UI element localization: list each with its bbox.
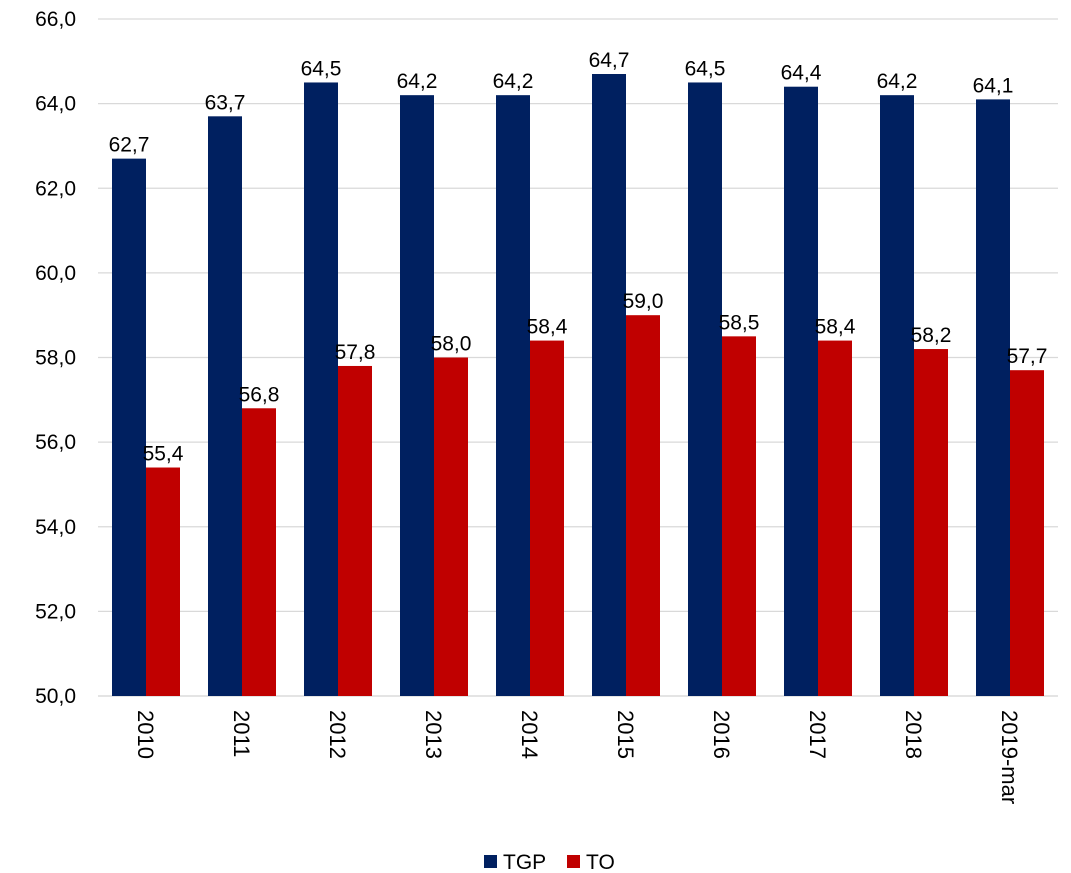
data-label-tgp: 64,2 — [493, 70, 534, 93]
y-tick-label: 52,0 — [35, 600, 76, 623]
data-labels: 62,7 55,4 63,7 56,8 64,5 57,8 64,2 58,0 64,2 58,4… — [109, 49, 1048, 466]
y-tick-label: 50,0 — [35, 685, 76, 708]
bar-to-2019-mar — [1010, 370, 1044, 696]
data-label-tgp: 64,5 — [685, 57, 726, 80]
bar-tgp-2013 — [400, 95, 434, 697]
y-tick-label: 54,0 — [35, 516, 76, 539]
bar-to-2015 — [626, 315, 660, 696]
bars — [112, 74, 1044, 697]
data-label-to: 58,5 — [719, 311, 760, 334]
legend-swatch-to — [567, 855, 580, 868]
y-tick-label: 60,0 — [35, 262, 76, 285]
data-label-to: 57,7 — [1007, 345, 1048, 368]
bar-to-2012 — [338, 365, 372, 696]
x-tick-label: 2012 — [325, 710, 350, 759]
data-label-to: 58,2 — [911, 324, 952, 347]
data-label-tgp: 64,1 — [973, 74, 1014, 97]
x-tick-label: 2010 — [133, 710, 158, 759]
data-label-to: 55,4 — [143, 443, 184, 466]
data-label-to: 58,4 — [815, 316, 856, 339]
y-tick-label: 62,0 — [35, 177, 76, 200]
data-label-to: 56,8 — [239, 383, 280, 406]
bar-to-2018 — [914, 349, 948, 696]
x-tick-label: 2017 — [805, 710, 830, 759]
legend-label-tgp: TGP — [503, 851, 546, 873]
x-tick-label: 2019-mar — [997, 710, 1022, 804]
bar-to-2014 — [530, 340, 564, 696]
data-label-tgp: 64,2 — [397, 70, 438, 93]
bar-to-2010 — [146, 467, 180, 696]
x-tick-label: 2016 — [709, 710, 734, 759]
x-tick-label: 2011 — [229, 710, 254, 757]
data-label-tgp: 64,4 — [781, 62, 822, 85]
legend-label-to: TO — [586, 851, 615, 873]
x-tick-label: 2013 — [421, 710, 446, 759]
legend-swatch-tgp — [484, 855, 497, 868]
bar-to-2017 — [818, 340, 852, 696]
bar-tgp-2016 — [688, 82, 722, 696]
data-label-to: 58,0 — [431, 333, 472, 356]
bar-tgp-2018 — [880, 95, 914, 697]
data-label-to: 58,4 — [527, 316, 568, 339]
bar-tgp-2015 — [592, 74, 626, 697]
bar-to-2016 — [722, 336, 756, 696]
data-label-tgp: 64,7 — [589, 49, 630, 72]
bar-tgp-2011 — [208, 116, 242, 697]
y-tick-label: 56,0 — [35, 431, 76, 454]
y-tick-label: 64,0 — [35, 93, 76, 116]
x-tick-label: 2014 — [517, 710, 542, 759]
bar-tgp-2010 — [112, 158, 146, 697]
x-axis-ticks: 2010 2011 2012 2013 2014 2015 2016 2017 2018 2019… — [133, 710, 1022, 804]
bar-to-2011 — [242, 408, 276, 696]
data-label-tgp: 63,7 — [205, 91, 246, 114]
data-label-to: 59,0 — [623, 290, 664, 313]
data-label-tgp: 62,7 — [109, 134, 150, 157]
bar-to-2013 — [434, 357, 468, 696]
y-tick-label: 58,0 — [35, 347, 76, 370]
y-tick-label: 66,0 — [35, 8, 76, 31]
data-label-tgp: 64,5 — [301, 57, 342, 80]
bar-tgp-2019-mar — [976, 99, 1010, 697]
x-tick-label: 2015 — [613, 710, 638, 759]
data-label-tgp: 64,2 — [877, 70, 918, 93]
y-axis-ticks: 50,0 52,0 54,0 56,0 58,0 60,0 62,0 64,0 66,0 — [35, 8, 76, 708]
bar-tgp-2017 — [784, 86, 818, 696]
bar-tgp-2012 — [304, 82, 338, 696]
bar-tgp-2014 — [496, 95, 530, 697]
legend: TGP TO — [484, 851, 615, 873]
data-label-to: 57,8 — [335, 341, 376, 364]
x-tick-label: 2018 — [901, 710, 926, 759]
